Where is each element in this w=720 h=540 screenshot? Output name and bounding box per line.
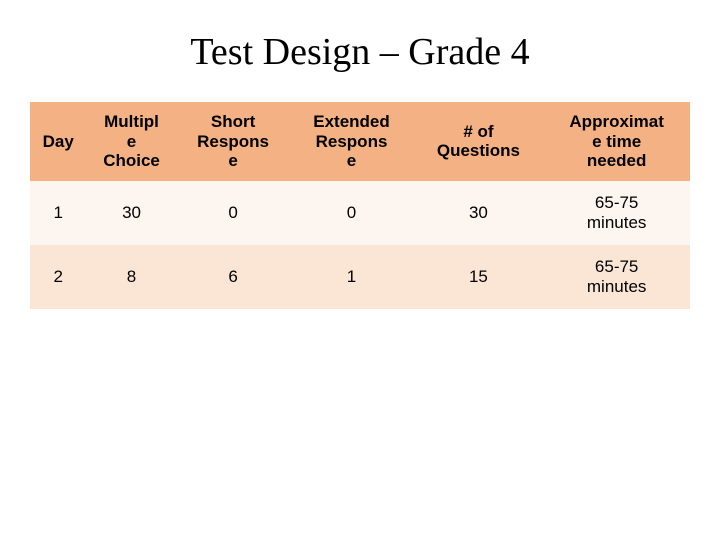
table-row: 2 8 6 1 15 65-75minutes [30,245,690,309]
cell-sr: 0 [177,181,290,245]
col-multiple-choice: MultipleChoice [86,102,176,181]
table-body: 1 30 0 0 30 65-75minutes 2 8 6 1 15 65-7… [30,181,690,309]
cell-mc: 30 [86,181,176,245]
col-short-response: ShortResponse [177,102,290,181]
test-design-table: Day MultipleChoice ShortResponse Extende… [30,102,690,309]
table-row: 1 30 0 0 30 65-75minutes [30,181,690,245]
cell-numq: 30 [414,181,544,245]
cell-day: 2 [30,245,86,309]
cell-mc: 8 [86,245,176,309]
cell-time: 65-75minutes [543,181,690,245]
table-header-row: Day MultipleChoice ShortResponse Extende… [30,102,690,181]
cell-day: 1 [30,181,86,245]
col-time-needed: Approximate timeneeded [543,102,690,181]
cell-time: 65-75minutes [543,245,690,309]
cell-er: 0 [289,181,413,245]
slide-container: Test Design – Grade 4 Day MultipleChoice… [0,0,720,540]
cell-sr: 6 [177,245,290,309]
page-title: Test Design – Grade 4 [30,30,690,74]
table-header: Day MultipleChoice ShortResponse Extende… [30,102,690,181]
col-day: Day [30,102,86,181]
col-extended-response: ExtendedResponse [289,102,413,181]
col-num-questions: # ofQuestions [414,102,544,181]
cell-numq: 15 [414,245,544,309]
cell-er: 1 [289,245,413,309]
